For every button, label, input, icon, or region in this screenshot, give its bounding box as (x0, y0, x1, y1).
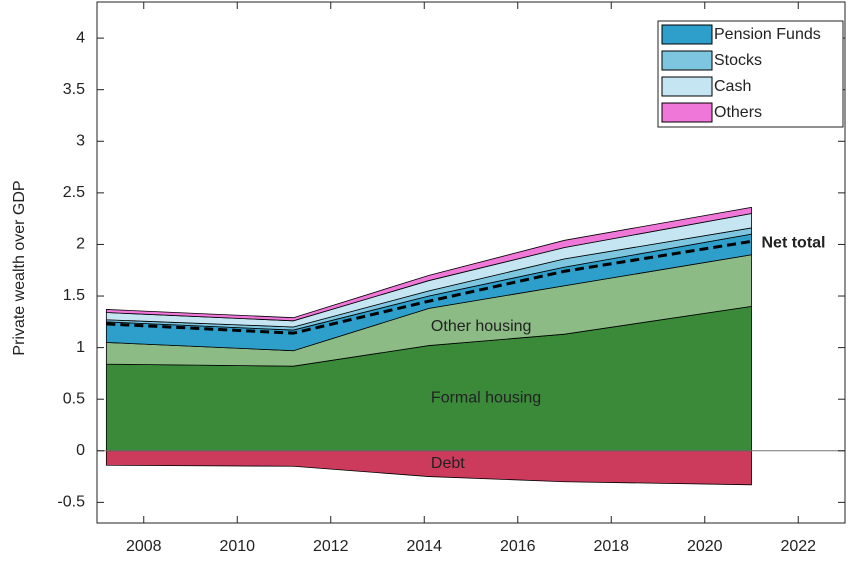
y-tick-label: 3 (76, 132, 85, 149)
y-tick-label: 3.5 (63, 81, 85, 98)
legend-swatch (661, 24, 713, 45)
legend-label: Pension Funds (714, 26, 821, 43)
y-tick-label: 4 (76, 29, 85, 46)
area-label: Debt (431, 455, 465, 472)
y-axis-label: Private wealth over GDP (11, 180, 28, 355)
x-tick-label: 2016 (500, 538, 536, 555)
legend-label: Stocks (714, 52, 762, 69)
y-tick-label: -0.5 (57, 494, 85, 511)
y-tick-label: 1 (76, 339, 85, 356)
x-tick-label: 2018 (593, 538, 629, 555)
legend-label: Cash (714, 78, 751, 95)
x-tick-label: 2022 (780, 538, 816, 555)
area-label: Formal housing (431, 389, 541, 406)
area (105, 450, 752, 486)
legend-label: Others (714, 104, 762, 121)
y-tick-label: 1.5 (63, 287, 85, 304)
area (105, 206, 752, 322)
legend-swatch (661, 76, 713, 97)
legend-swatch (661, 102, 713, 123)
x-tick-label: 2014 (406, 538, 442, 555)
x-tick-label: 2012 (313, 538, 349, 555)
y-tick-label: 2.5 (63, 184, 85, 201)
y-tick-label: 0.5 (63, 390, 85, 407)
y-tick-label: 0 (76, 442, 85, 459)
x-tick-label: 2008 (126, 538, 162, 555)
x-tick-label: 2010 (219, 538, 255, 555)
line-label: Net total (762, 235, 826, 252)
y-tick-label: 2 (76, 236, 85, 253)
plot-frame (96, 1, 846, 524)
x-tick-label: 2020 (687, 538, 723, 555)
net-line (106, 239, 752, 335)
area-label: Other housing (431, 318, 532, 335)
legend-swatch (661, 50, 713, 71)
